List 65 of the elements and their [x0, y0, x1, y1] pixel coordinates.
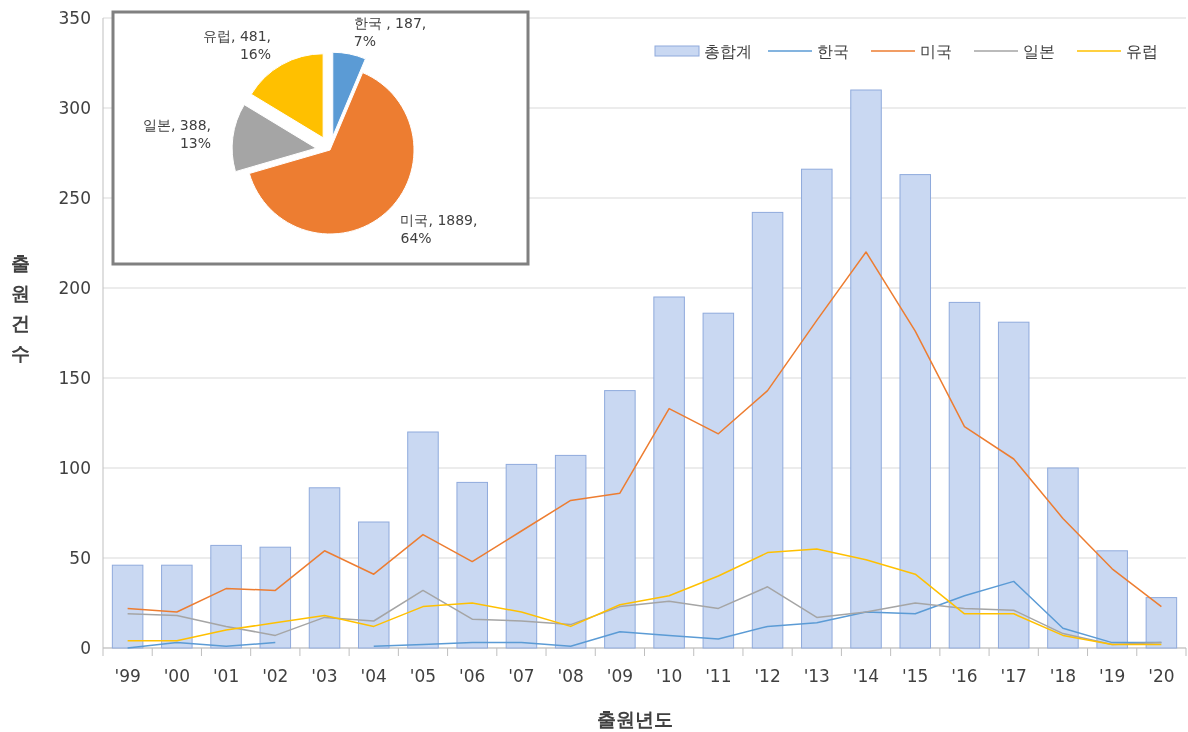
- bar: [751, 211, 784, 649]
- bar: [997, 321, 1030, 649]
- slice-label: 유럽, 481, 16%: [203, 28, 272, 63]
- x-tick-label: '14: [852, 666, 880, 686]
- x-tick-label: '99: [114, 666, 141, 686]
- slice-label: 일본, 388, 13%: [142, 117, 212, 152]
- x-tick-label: '03: [311, 666, 338, 686]
- legend-label: 일본: [1023, 42, 1055, 61]
- slice-label: 미국, 1889, 64%: [400, 212, 478, 247]
- bar: [505, 463, 538, 649]
- x-tick-label: '16: [951, 666, 978, 686]
- bar: [259, 546, 292, 649]
- x-tick-label: '17: [1000, 666, 1027, 686]
- y-tick-label: 200: [58, 278, 91, 298]
- y-axis-title: 출원건수: [10, 252, 30, 364]
- x-tick-label: '02: [262, 666, 289, 686]
- legend-label: 미국: [920, 42, 952, 61]
- x-tick-label: '06: [459, 666, 486, 686]
- legend-label: 유럽: [1126, 42, 1158, 61]
- x-tick-label: '11: [705, 666, 732, 686]
- x-tick-label: '10: [655, 666, 683, 686]
- bar: [1047, 467, 1079, 649]
- bar: [554, 454, 587, 649]
- slice-label: 한국 , 187, 7%: [353, 15, 427, 50]
- x-tick-label: '00: [163, 666, 190, 686]
- bar: [456, 481, 488, 649]
- x-tick-label: '15: [902, 666, 929, 686]
- bar: [801, 168, 833, 649]
- bar: [604, 390, 636, 649]
- y-tick-label: 0: [80, 638, 91, 658]
- bar: [948, 301, 981, 649]
- x-tick-label: '20: [1148, 666, 1175, 686]
- bar: [850, 89, 882, 649]
- x-tick-label: '09: [606, 666, 634, 686]
- bar: [210, 544, 242, 649]
- bar: [1096, 550, 1128, 649]
- x-axis-title: 출원년도: [596, 708, 673, 730]
- x-tick-label: '19: [1099, 666, 1126, 686]
- legend-label: 한국: [817, 42, 849, 61]
- x-tick-label: '12: [754, 666, 781, 686]
- x-tick-label: '05: [409, 666, 437, 686]
- y-tick-label: 350: [58, 8, 91, 28]
- x-tick-label: '08: [557, 666, 584, 686]
- bar: [161, 564, 193, 649]
- x-tick-label: '07: [508, 666, 535, 686]
- y-tick-label: 100: [58, 458, 91, 478]
- x-tick-label: '13: [803, 666, 830, 686]
- y-tick-label: 300: [58, 98, 91, 118]
- bar: [702, 312, 735, 649]
- legend-label: 총합계: [704, 42, 752, 61]
- y-tick-label: 50: [69, 548, 91, 568]
- bar: [1145, 597, 1178, 649]
- bar: [407, 431, 439, 649]
- y-tick-label: 150: [58, 368, 91, 388]
- bar: [357, 521, 390, 649]
- y-tick-label: 250: [58, 188, 91, 208]
- bar: [308, 487, 341, 649]
- x-tick-label: '04: [360, 666, 387, 686]
- bar: [111, 564, 144, 649]
- line-series: [126, 548, 1163, 646]
- x-tick-label: '18: [1049, 666, 1077, 686]
- line-series: [126, 251, 1163, 613]
- bar: [899, 174, 932, 649]
- bar: [653, 296, 685, 649]
- x-tick-label: '01: [212, 666, 240, 686]
